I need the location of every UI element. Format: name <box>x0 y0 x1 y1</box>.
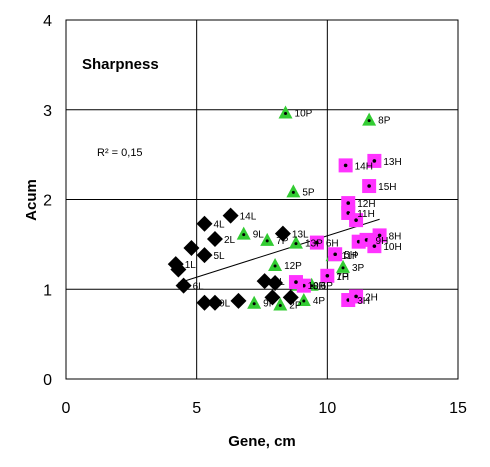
data-point-label: 10P <box>308 281 326 292</box>
data-point-label: 10H <box>383 242 401 253</box>
data-point-label: 1L <box>185 260 197 271</box>
y-tick-label: 0 <box>43 372 52 389</box>
point-center-dot <box>346 201 351 205</box>
point-center-dot <box>294 242 298 246</box>
data-point-label: 10P <box>295 108 313 119</box>
data-point-label: 5L <box>214 251 226 262</box>
data-point-label: 11H <box>357 209 375 220</box>
point-center-dot <box>302 299 306 303</box>
data-point-label: 13P <box>305 239 323 250</box>
trendline-line <box>178 218 380 284</box>
data-point-label: 14L <box>240 212 257 223</box>
data-points <box>167 105 387 311</box>
data-point-label: 9P <box>263 299 276 310</box>
data-point-label: 7P <box>276 236 289 247</box>
x-tick-label: 15 <box>449 400 467 417</box>
point-center-dot <box>377 233 382 238</box>
data-point-label: 2P <box>289 301 302 312</box>
data-point-label: 10L <box>214 299 231 310</box>
diamond-point <box>196 294 213 311</box>
tick-labels: 0 5 10 15 0 1 2 3 4 <box>43 13 467 417</box>
data-point-label: 4P <box>313 296 326 307</box>
point-center-dot <box>343 163 348 168</box>
point-center-dot <box>278 304 282 308</box>
diamond-point <box>282 289 299 306</box>
point-center-dot <box>242 233 246 237</box>
diamond-point <box>267 274 284 291</box>
x-tick-label: 5 <box>192 400 201 417</box>
data-point-label: 15H <box>378 182 396 193</box>
data-point-label: 13L <box>292 230 309 241</box>
diamond-point <box>196 247 213 264</box>
diamond-point <box>196 215 213 232</box>
data-point-label: 6P <box>321 281 334 292</box>
data-point-label: 4L <box>214 220 226 231</box>
point-center-dot <box>310 284 314 288</box>
data-point-label: 2L <box>224 235 236 246</box>
point-center-dot <box>315 240 319 245</box>
data-point-label: 8P <box>378 116 391 127</box>
data-point-label: 8H <box>389 231 402 242</box>
data-point-label: 12H <box>357 199 375 210</box>
data-point-label: 3P <box>352 263 365 274</box>
diamond-point <box>222 207 239 224</box>
data-point-label: 3H <box>357 296 370 307</box>
diamond-point <box>175 277 192 294</box>
data-point-label: 6L <box>193 282 205 293</box>
data-point-label: 7H <box>336 272 349 283</box>
data-point-label: 9L <box>253 230 265 241</box>
data-point-label: 12P <box>284 261 302 272</box>
diamond-point <box>274 225 291 242</box>
diamond-point <box>206 294 223 311</box>
point-center-dot <box>325 273 330 278</box>
data-point-label: 5H <box>344 250 357 261</box>
y-axis-title: Acum <box>23 179 40 221</box>
y-tick-label: 1 <box>43 282 52 299</box>
point-center-dot <box>367 119 371 123</box>
data-point-label: 13H <box>383 157 401 168</box>
chart-title: Sharpness <box>82 56 159 73</box>
data-point-label: 6H <box>326 239 339 250</box>
y-tick-label: 2 <box>43 193 52 210</box>
point-center-dot <box>252 302 256 306</box>
y-tick-label: 4 <box>43 13 52 30</box>
data-point-label: 11P <box>342 251 359 262</box>
diamond-point <box>264 289 281 306</box>
data-point-label: 5P <box>302 187 315 198</box>
diamond-point <box>256 273 273 290</box>
x-tick-label: 10 <box>318 400 336 417</box>
data-point-label: 9H <box>376 236 389 247</box>
data-point-label: 2H <box>365 292 378 303</box>
point-center-dot <box>333 252 337 257</box>
point-center-dot <box>284 111 288 115</box>
point-center-dot <box>265 239 269 243</box>
y-tick-label: 3 <box>43 103 52 120</box>
x-axis-title: Gene, cm <box>228 433 296 450</box>
diamond-point <box>170 261 187 278</box>
point-center-dot <box>291 190 295 194</box>
diamond-point <box>183 239 200 256</box>
point-center-dot <box>354 294 358 299</box>
trendline <box>178 218 380 284</box>
r-squared-annotation: R² = 0,15 <box>97 147 143 159</box>
point-center-dot <box>372 244 377 248</box>
data-point-label: 14H <box>355 161 373 172</box>
point-center-dot <box>354 218 358 222</box>
data-point-label: 1P <box>336 272 349 283</box>
diamond-point <box>206 230 223 247</box>
point-center-dot <box>367 184 371 188</box>
point-center-dot <box>341 266 345 270</box>
point-center-dot <box>372 159 377 163</box>
data-point-label: 9L <box>274 277 286 288</box>
grid-lines <box>66 20 458 379</box>
data-point-label: 8H <box>313 282 326 293</box>
diamond-point <box>230 292 247 309</box>
point-center-dot <box>294 280 298 284</box>
point-center-dot <box>273 264 277 268</box>
x-tick-label: 0 <box>62 400 71 417</box>
